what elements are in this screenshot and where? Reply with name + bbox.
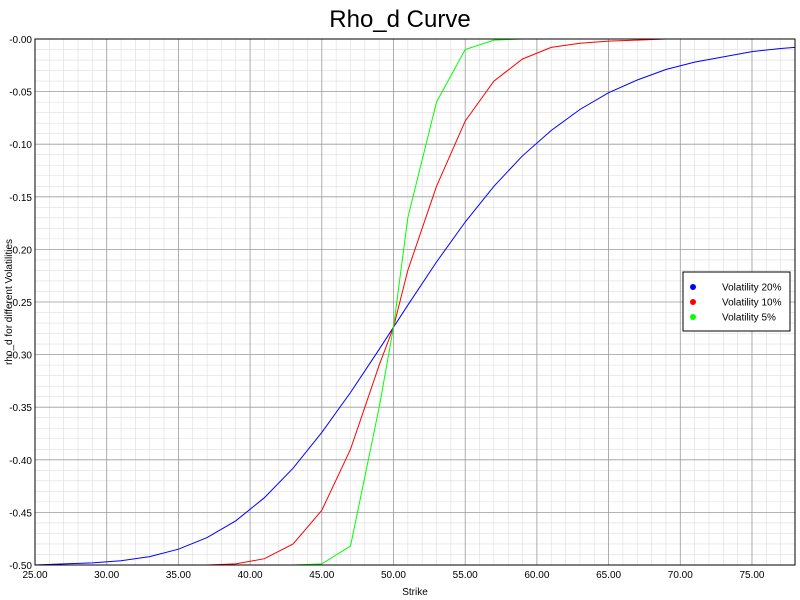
y-tick-label: -0.30 [9,351,32,362]
legend-label: Volatility 5% [722,313,776,324]
y-tick-label: -0.10 [9,140,32,151]
y-tick-labels: -0.00 -0.05 -0.10 -0.15 -0.20 -0.25 -0.30 -0.35… [9,35,32,572]
legend-label: Volatility 10% [722,298,782,309]
y-tick-label: -0.40 [9,456,32,467]
x-tick-label: 40.00 [238,570,263,581]
y-tick-label: -0.05 [9,88,32,99]
x-tick-label: 70.00 [668,570,693,581]
x-tick-label: 45.00 [309,570,334,581]
y-tick-label: -0.35 [9,403,32,414]
x-axis-label: Strike [402,587,428,598]
legend-marker [690,284,696,290]
x-tick-label: 65.00 [596,570,621,581]
plot-frame [34,38,796,566]
x-tick-label: 75.00 [739,570,764,581]
y-tick-label: -0.15 [9,193,32,204]
legend-marker [690,299,696,305]
y-tick-label: -0.50 [9,561,32,572]
y-tick-label: -0.25 [9,298,32,309]
x-tick-labels: 25.00 30.00 35.00 40.00 45.00 50.00 55.00 60.00… [22,570,764,581]
legend-label: Volatility 20% [722,283,782,294]
legend-box [682,271,791,332]
x-tick-label: 50.00 [381,570,406,581]
x-tick-label: 60.00 [524,570,549,581]
major-grid [34,38,795,566]
x-tick-label: 30.00 [94,570,119,581]
x-tick-label: 55.00 [453,570,478,581]
chart-title: Rho_d Curve [329,6,471,33]
y-axis-label: rho_d for different Volatilities [4,239,15,365]
y-tick-label: -0.20 [9,245,32,256]
y-tick-label: -0.45 [9,508,32,519]
x-tick-label: 25.00 [22,570,47,581]
series-line-1 [34,46,796,566]
legend-marker [690,314,696,320]
legend: Volatility 20% Volatility 10% Volatility 5… [682,271,791,332]
x-tick-label: 35.00 [166,570,191,581]
y-tick-label: -0.00 [9,35,32,46]
